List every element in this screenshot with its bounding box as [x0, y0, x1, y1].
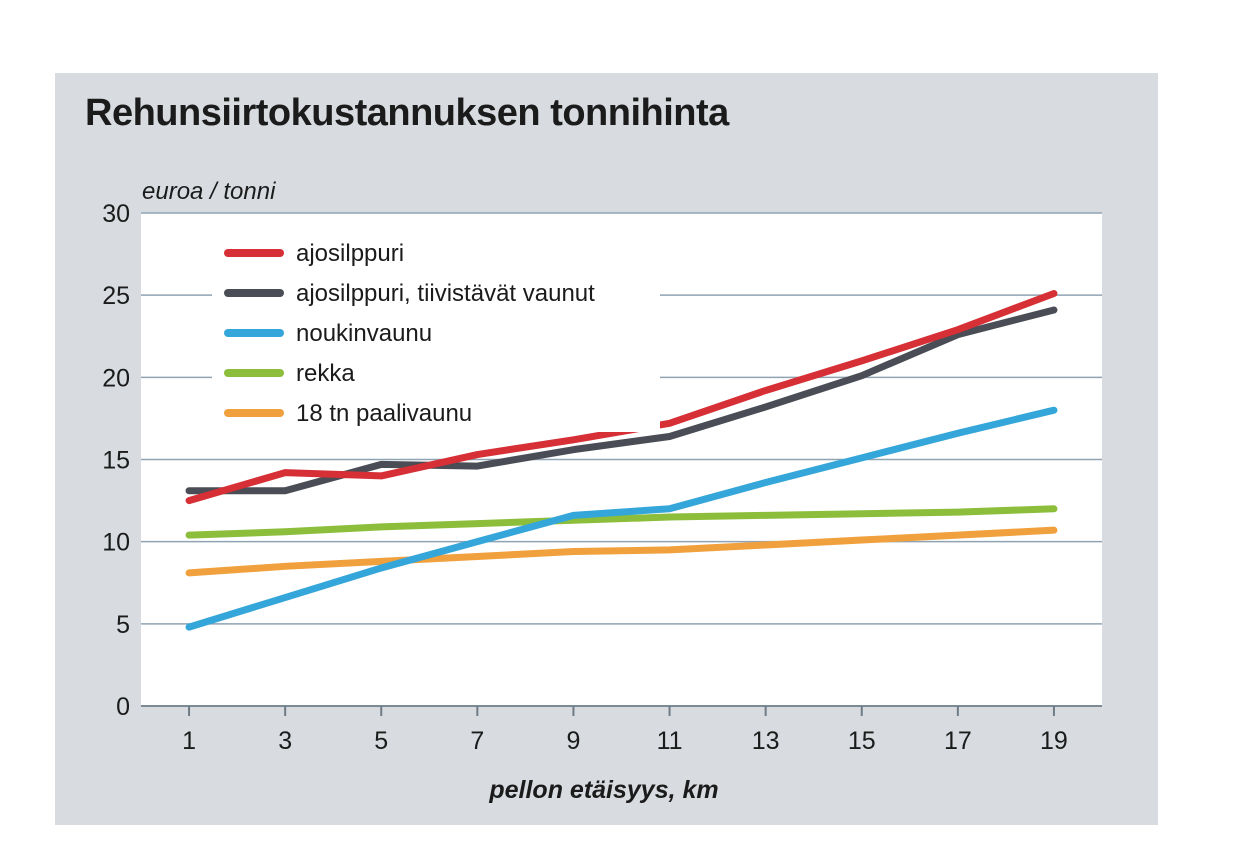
legend-label: rekka [296, 360, 355, 387]
x-tick-label: 15 [848, 727, 876, 755]
y-axis-unit-label: euroa / tonni [142, 178, 276, 205]
x-tick-label: 5 [374, 727, 388, 755]
legend-label: noukinvaunu [296, 320, 432, 347]
legend-label: 18 tn paalivaunu [296, 400, 472, 427]
x-axis-label: pellon etäisyys, km [488, 776, 718, 804]
x-tick-label: 17 [944, 727, 972, 755]
y-tick-label: 5 [116, 611, 130, 639]
x-tick-label: 9 [566, 727, 580, 755]
series-line-rekka [185, 505, 1058, 539]
y-tick-label: 20 [102, 364, 130, 392]
y-tick-label: 15 [102, 447, 130, 475]
series-line-noukinvaunu [185, 406, 1058, 631]
x-tick-label: 13 [752, 727, 780, 755]
series-line-18-tn-paalivaunu [185, 526, 1058, 577]
x-tick-label: 7 [470, 727, 484, 755]
x-tick-label: 1 [182, 727, 196, 755]
chart-title: Rehunsiirtokustannuksen tonnihinta [85, 92, 729, 134]
x-tick-label: 3 [278, 727, 292, 755]
y-tick-label: 25 [102, 282, 130, 310]
y-tick-label: 10 [102, 529, 130, 557]
y-tick-label: 30 [102, 200, 130, 228]
x-tick-label: 11 [657, 727, 683, 755]
legend-label: ajosilppuri, tiivistävät vaunut [296, 280, 595, 307]
legend-label: ajosilppuri [296, 240, 404, 267]
legend-box [212, 232, 660, 432]
x-tick-label: 19 [1040, 727, 1068, 755]
y-tick-label: 0 [116, 693, 130, 721]
